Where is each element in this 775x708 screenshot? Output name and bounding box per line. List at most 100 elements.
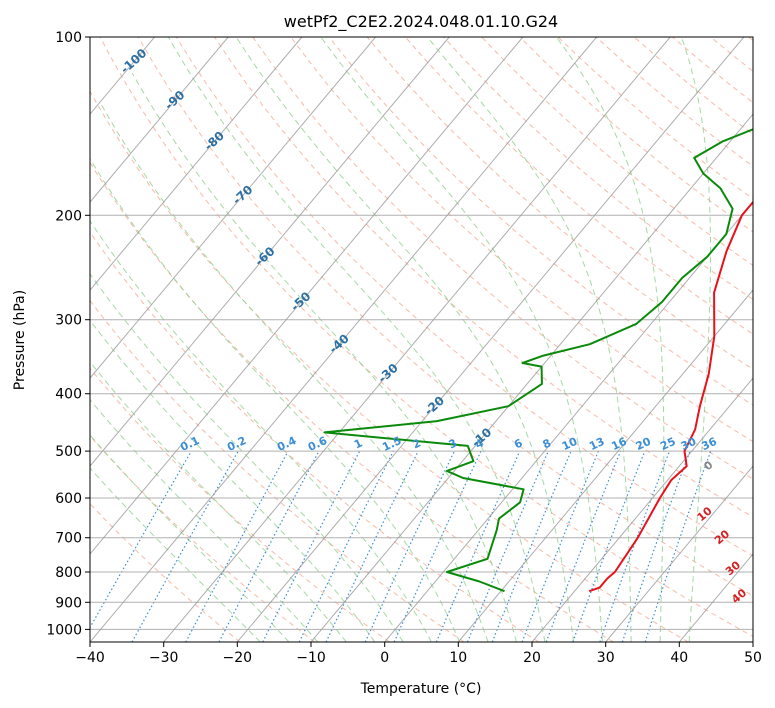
dry-adiabat-line — [90, 367, 390, 642]
dry-adiabat-line — [710, 37, 753, 72]
moist-adiabat-line — [90, 467, 261, 642]
dry-adiabat-line — [175, 37, 753, 557]
mixing-ratio-lines — [90, 450, 712, 642]
isotherm-label: -80 — [202, 128, 227, 153]
y-tick-label: 700 — [55, 531, 82, 547]
moist-adiabat-line — [235, 37, 575, 642]
moist-adiabat-line — [427, 37, 632, 642]
isotherm-line — [90, 37, 597, 642]
isotherm-line — [236, 37, 745, 642]
x-tick-label: 10 — [449, 650, 467, 666]
y-axis-label: Pressure (hPa) — [12, 290, 28, 390]
mixing-ratio-label: 20 — [634, 435, 654, 453]
dry-adiabat-line — [90, 503, 241, 642]
y-tick-label: 800 — [55, 565, 82, 581]
isotherm-line — [90, 37, 450, 467]
x-tick-label: 0 — [380, 650, 389, 666]
x-axis-label: Temperature (°C) — [360, 681, 482, 697]
dry-adiabat-line — [252, 37, 753, 480]
temperature-profile — [588, 200, 753, 593]
dry-adiabat-line — [99, 37, 753, 638]
mixing-ratio-line — [599, 450, 671, 642]
moist-adiabat-line — [90, 157, 461, 642]
mixing-ratio-line — [521, 450, 599, 642]
mixing-ratio-line — [262, 450, 361, 642]
y-tick-label: 200 — [55, 208, 82, 224]
moist-adiabat-line — [90, 273, 404, 642]
y-axis: 100 200 300 400 500 600 700 800 900 1000 — [46, 30, 90, 638]
inline-labels: 0.1 0.2 0.4 0.6 1 1.5 2 3 4 6 8 10 13 16 20 25 30 36-100-… — [118, 46, 750, 606]
moist-adiabat-line — [167, 37, 546, 642]
moist-adiabat-line — [681, 37, 712, 642]
mixing-ratio-line — [644, 450, 712, 642]
dewpoint-profile — [323, 128, 753, 593]
mixing-ratio-label: 1 — [352, 436, 364, 451]
isotherm-label: -70 — [230, 182, 255, 207]
dry-adiabat-line — [137, 37, 753, 597]
x-tick-label: −20 — [223, 650, 253, 666]
mixing-ratio-line — [131, 450, 239, 642]
isotherm-label: -50 — [288, 289, 313, 314]
moist-adiabat-line — [90, 361, 347, 642]
y-tick-label: 300 — [55, 313, 82, 329]
dry-adiabat-line — [290, 37, 753, 443]
y-tick-label: 100 — [55, 30, 82, 46]
mixing-ratio-line — [298, 450, 394, 642]
isotherm-label: -10 — [469, 425, 494, 450]
chart-title: wetPf2_C2E2.2024.048.01.10.G24 — [284, 12, 558, 32]
mixing-ratio-label: 8 — [541, 436, 553, 451]
x-tick-label: 50 — [744, 650, 762, 666]
moist-adiabat-line — [100, 104, 489, 642]
dry-adiabat-line — [214, 37, 753, 518]
x-tick-label: 30 — [597, 650, 615, 666]
dry-adiabat-line — [672, 37, 753, 104]
x-tick-label: −40 — [75, 650, 105, 666]
isotherm-line — [90, 37, 303, 291]
mixing-ratio-line — [621, 450, 691, 642]
isotherm-lines — [0, 37, 753, 642]
x-tick-label: 40 — [670, 650, 688, 666]
isotherm-line — [457, 289, 753, 642]
moist-adiabat-line — [90, 220, 432, 642]
y-tick-label: 1000 — [46, 622, 82, 638]
dry-adiabat-line — [557, 37, 753, 200]
moist-adiabat-label: 30 — [723, 558, 743, 578]
mixing-ratio-label: 30 — [679, 435, 699, 453]
moist-adiabat-line — [555, 37, 665, 642]
isotherm-line — [531, 377, 753, 642]
moist-adiabat-label: 20 — [712, 527, 732, 547]
dry-adiabat-line — [404, 37, 753, 335]
mixing-ratio-line — [90, 450, 192, 629]
dry-adiabat-line — [90, 435, 316, 642]
y-tick-label: 400 — [55, 387, 82, 403]
plot-frame — [89, 36, 754, 643]
mixing-ratio-label: 6 — [512, 436, 525, 451]
mixing-ratio-label: 13 — [587, 435, 606, 453]
isotherm-line — [90, 37, 229, 203]
isotherm-line — [605, 465, 753, 642]
moist-adiabat-line — [90, 434, 290, 642]
isotherm-label: -90 — [162, 88, 187, 113]
sounding-profiles — [323, 128, 753, 593]
x-tick-label: 20 — [523, 650, 541, 666]
mixing-ratio-line — [466, 450, 549, 642]
isotherm-line — [90, 37, 376, 379]
dry-adiabat-line — [595, 37, 753, 167]
isotherm-label: -60 — [252, 244, 277, 269]
dry-adiabat-line — [90, 299, 465, 642]
isotherm-line — [90, 37, 524, 555]
dry-adiabat-line — [519, 37, 753, 233]
x-tick-label: −10 — [296, 650, 326, 666]
mixing-ratio-label: 16 — [609, 435, 629, 453]
dry-adiabat-line — [328, 37, 753, 406]
mixing-ratio-line — [435, 450, 521, 642]
mixing-ratio-line — [325, 450, 419, 642]
mixing-ratio-label: 25 — [658, 435, 677, 453]
isotherm-line — [0, 37, 7, 642]
y-tick-label: 500 — [55, 444, 82, 460]
isotherm-line — [752, 641, 753, 642]
pressure-gridlines — [90, 37, 753, 630]
y-tick-label: 900 — [55, 595, 82, 611]
mixing-ratio-line — [218, 450, 320, 642]
